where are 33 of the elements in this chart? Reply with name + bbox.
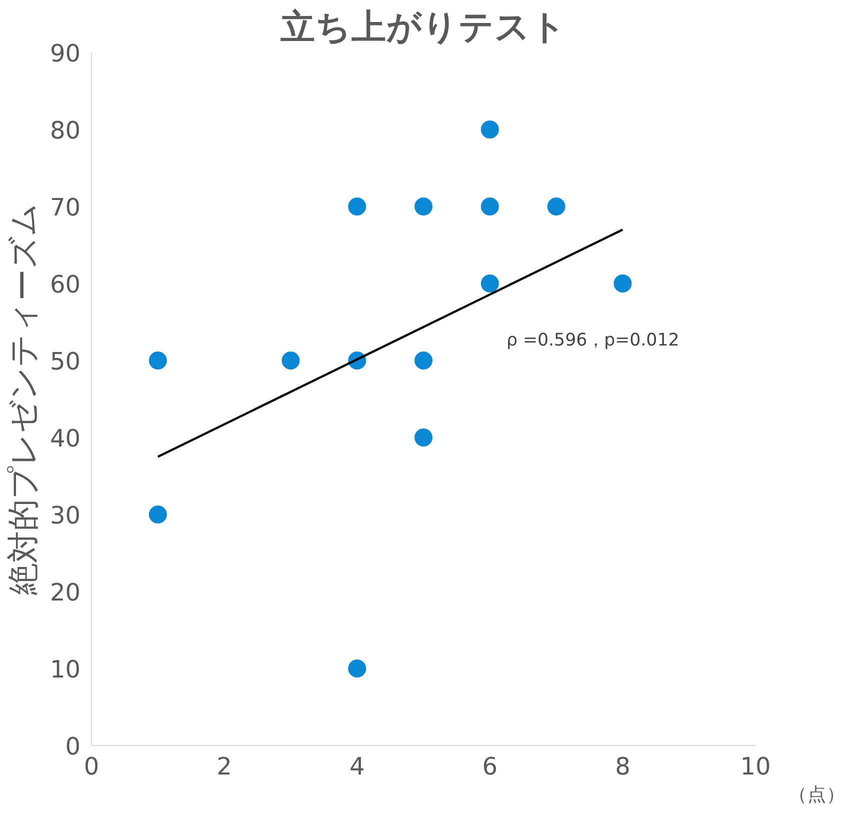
y-tick-label: 50 (50, 348, 81, 376)
point (348, 660, 366, 678)
y-tick-label: 40 (50, 424, 81, 452)
point (614, 274, 632, 292)
y-axis-title: 絶対的プレゼンティーズム (4, 203, 42, 596)
point (348, 198, 366, 216)
point (480, 120, 499, 138)
point (282, 352, 300, 370)
point (414, 198, 432, 216)
chart-title: 立ち上がりテスト (280, 8, 566, 48)
y-tick-label: 70 (50, 194, 81, 222)
x-axis-title: （点） (788, 784, 846, 806)
x-tick-label: 2 (216, 752, 232, 780)
point (414, 428, 432, 446)
point (480, 274, 499, 292)
y-tick-label: 20 (50, 578, 81, 606)
point (414, 352, 432, 370)
point (148, 352, 167, 370)
x-tick-label: 8 (615, 752, 630, 780)
x-tick-label: 10 (740, 752, 771, 780)
x-tick-label: 6 (482, 752, 498, 780)
point (547, 198, 566, 216)
y-tick-label: 10 (50, 656, 81, 684)
y-tick-label: 80 (50, 116, 81, 144)
point (148, 506, 167, 524)
point (480, 198, 499, 216)
y-tick-label: 60 (50, 270, 81, 298)
x-tick-label: 4 (349, 752, 365, 780)
y-tick-label: 30 (50, 502, 81, 530)
annotation: ρ =0.596，p=0.012 (506, 330, 680, 350)
y-tick-label: 90 (50, 40, 81, 68)
y-tick-label: 0 (65, 732, 81, 760)
x-tick-label: 0 (84, 752, 100, 780)
